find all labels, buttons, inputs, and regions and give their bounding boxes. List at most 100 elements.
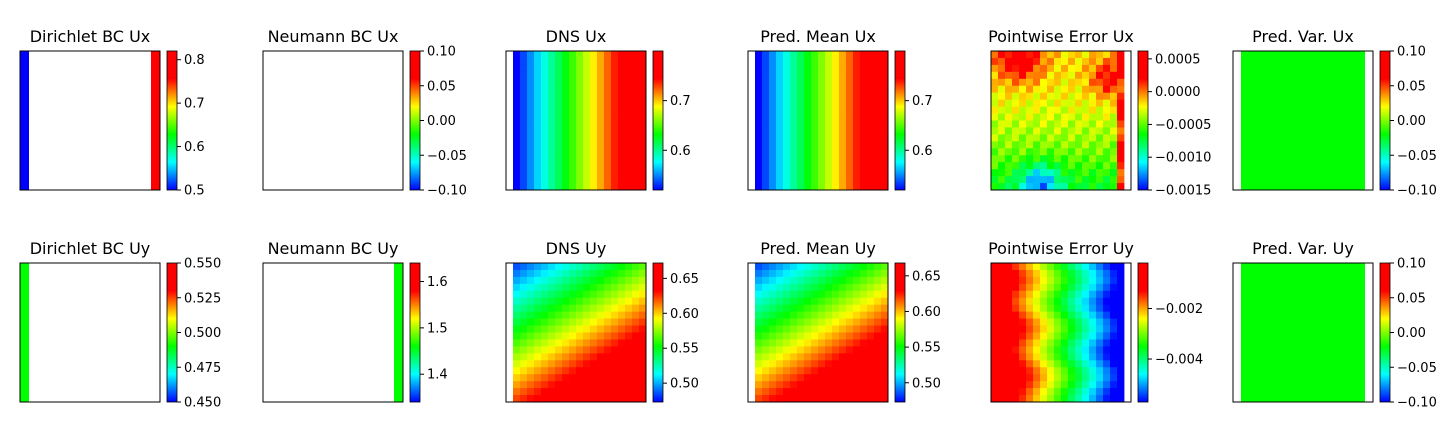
panel-title: Dirichlet BC Ux [30, 27, 151, 46]
heatmap-cell [562, 290, 570, 299]
panel-title: DNS Ux [546, 27, 607, 46]
heatmap-cell [1033, 339, 1041, 347]
heatmap-cell [846, 374, 854, 382]
heatmap-cell [991, 99, 999, 107]
colorbar-tick-label: 0.50 [670, 377, 699, 392]
heatmap-cell [846, 388, 854, 396]
heatmap-cell [562, 325, 570, 333]
heatmap-cell [541, 141, 549, 149]
heatmap-cell [541, 290, 549, 299]
heatmap-cell [1089, 162, 1097, 170]
heatmap-cell [755, 374, 763, 382]
colorbar-tick-label: −0.10 [1397, 396, 1437, 411]
heatmap-cell [632, 71, 640, 80]
heatmap-cell [1096, 395, 1104, 403]
heatmap-cell [874, 395, 882, 403]
heatmap-cell [1117, 85, 1125, 94]
heatmap-cell [632, 374, 640, 382]
heatmap-cell [874, 127, 882, 135]
heatmap-cell [576, 276, 584, 285]
heatmap-cell [790, 78, 798, 87]
heatmap-cell [576, 269, 584, 278]
heatmap-cell [604, 71, 612, 80]
heatmap-cell [1012, 367, 1020, 375]
colorbar-tick-label: 0.10 [1397, 257, 1426, 272]
heatmap-cell [853, 106, 861, 114]
heatmap-cell [874, 311, 882, 319]
heatmap-cell [1096, 92, 1104, 101]
heatmap-cell [1054, 276, 1062, 285]
heatmap-cell [541, 127, 549, 135]
heatmap-cell [590, 304, 598, 313]
heatmap-cell [625, 283, 633, 292]
heatmap-cell [811, 367, 819, 375]
heatmap-cell [1075, 304, 1083, 313]
heatmap-cell [1005, 367, 1013, 375]
heatmap-cell [1103, 318, 1111, 326]
heatmap-cell [1026, 283, 1034, 292]
heatmap-cell [825, 395, 833, 403]
heatmap-cell [804, 346, 812, 354]
heatmap-cell [1110, 51, 1118, 59]
heatmap-cell [632, 283, 640, 292]
heatmap-cell [520, 381, 528, 389]
heatmap-cell [611, 71, 619, 80]
heatmap-cell [527, 304, 535, 313]
heatmap-cell [1047, 318, 1055, 326]
heatmap-cell [569, 127, 577, 135]
heatmap-cell [527, 127, 535, 135]
heatmap-cell [1082, 346, 1090, 354]
heatmap-cell [1082, 367, 1090, 375]
heatmap-cell [846, 318, 854, 326]
heatmap-cell [562, 85, 570, 94]
heatmap-cell [846, 127, 854, 135]
heatmap-cell [1061, 388, 1069, 396]
heatmap-cell [1075, 283, 1083, 292]
heatmap-cell [769, 57, 777, 66]
heatmap-cell [1005, 325, 1013, 333]
heatmap-cell [998, 353, 1006, 361]
heatmap-cell [874, 71, 882, 80]
heatmap-cell [569, 169, 577, 177]
heatmap-cell [1054, 290, 1062, 299]
heatmap-cell [632, 120, 640, 128]
panel-1: Dirichlet BC Ux0.50.60.70.8 [19, 27, 205, 199]
heatmap-cell [625, 134, 633, 142]
heatmap-cell [776, 269, 784, 278]
heatmap-cell [541, 367, 549, 375]
heatmap-cell [790, 263, 798, 271]
heatmap-cell [769, 169, 777, 177]
heatmap-cell [611, 51, 619, 59]
heatmap-cell [776, 283, 784, 292]
heatmap-cell [998, 57, 1006, 66]
heatmap-cell [513, 64, 521, 73]
heatmap-cell [632, 51, 640, 59]
heatmap-cell [1005, 85, 1013, 94]
heatmap-cell [860, 120, 868, 128]
heatmap-cell [1096, 148, 1104, 156]
heatmap-cell [625, 395, 633, 403]
heatmap-cell [769, 395, 777, 403]
heatmap-cell [1047, 339, 1055, 347]
heatmap-cell [1103, 176, 1111, 184]
heatmap-cell [769, 339, 777, 347]
heatmap-cell [625, 51, 633, 59]
heatmap-cell [853, 367, 861, 375]
heatmap-cell [520, 134, 528, 142]
heatmap-cell [1012, 51, 1020, 59]
heatmap-cell [1103, 269, 1111, 278]
heatmap-cell [832, 141, 840, 149]
panel-3: DNS Ux0.60.7 [505, 27, 691, 191]
heatmap-cell [1089, 169, 1097, 177]
heatmap-cell [804, 106, 812, 114]
heatmap-cell [846, 85, 854, 94]
heatmap-cell [1110, 64, 1118, 73]
heatmap-cell [1103, 381, 1111, 389]
heatmap-cell [846, 134, 854, 142]
heatmap-cell [1068, 304, 1076, 313]
heatmap-cell [1054, 134, 1062, 142]
heatmap-cell [1110, 304, 1118, 313]
heatmap-cell [1054, 339, 1062, 347]
heatmap-cell [860, 183, 868, 191]
heatmap-cell [555, 169, 563, 177]
